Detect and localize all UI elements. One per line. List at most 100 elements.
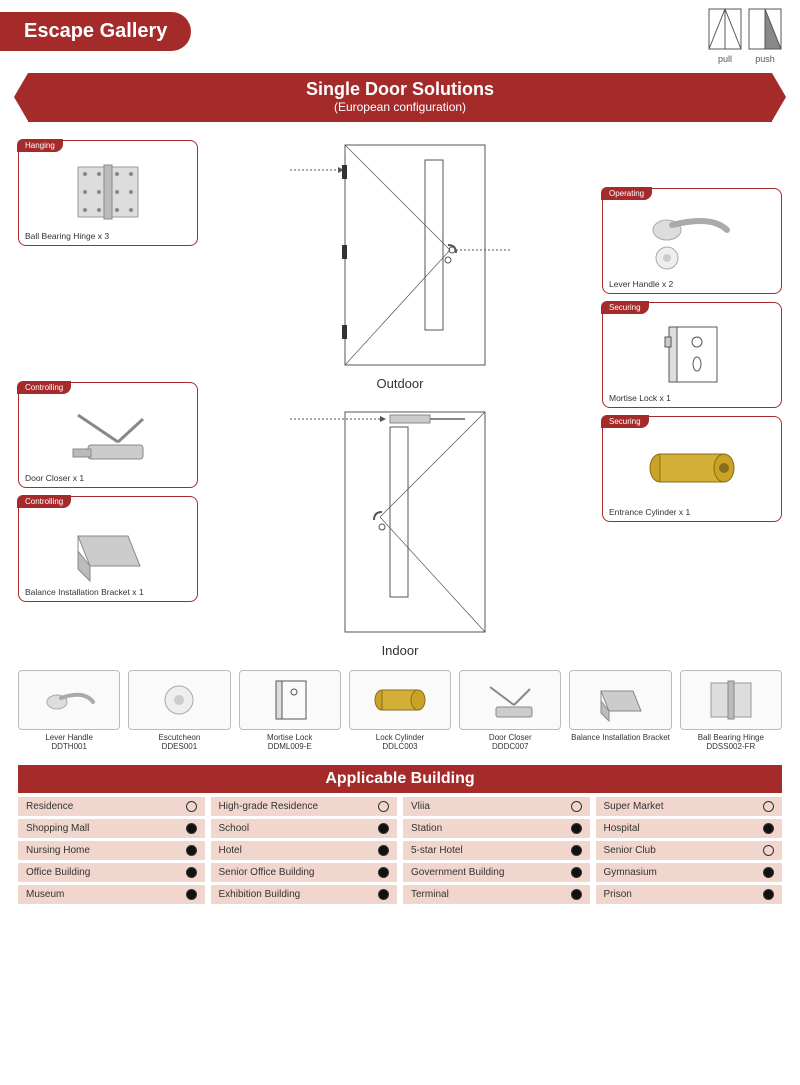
outdoor-label: Outdoor [377, 376, 424, 391]
card-tag: Operating [601, 187, 652, 200]
product-name: Lock Cylinder [349, 733, 451, 742]
applicable-dot [571, 801, 582, 812]
mortise-lock-icon [609, 319, 775, 389]
pull-label: pull [718, 54, 732, 64]
applicable-dot [571, 823, 582, 834]
product-code: DDTH001 [18, 742, 120, 751]
banner: Single Door Solutions (European configur… [28, 73, 772, 122]
applicable-name: Government Building [411, 867, 504, 878]
product-icon [569, 670, 671, 730]
card-label: Lever Handle x 2 [609, 279, 775, 289]
applicable-cell: Office Building [18, 863, 205, 882]
card-label: Mortise Lock x 1 [609, 393, 775, 403]
applicable-grid: Residence High-grade Residence Vliia Super … [18, 797, 782, 904]
applicable-section: Applicable Building Residence High-grade … [18, 765, 782, 904]
product-name: Balance Installation Bracket [569, 733, 671, 742]
applicable-name: High-grade Residence [219, 801, 319, 812]
product-icon [459, 670, 561, 730]
banner-title: Single Door Solutions [28, 79, 772, 100]
applicable-dot [186, 845, 197, 856]
product-icon [128, 670, 230, 730]
applicable-cell: Vliia [403, 797, 590, 816]
applicable-name: Office Building [26, 867, 90, 878]
applicable-dot [763, 867, 774, 878]
applicable-name: Station [411, 823, 442, 834]
card-label: Entrance Cylinder x 1 [609, 507, 775, 517]
diagram: Hanging Ball Bearing Hinge x 3 Controlli… [18, 140, 782, 658]
product-name: Lever Handle [18, 733, 120, 742]
product-name: Door Closer [459, 733, 561, 742]
product-code: DDLC003 [349, 742, 451, 751]
door-direction-icons: pull push [708, 8, 782, 65]
applicable-dot [763, 845, 774, 856]
product-name: Escutcheon [128, 733, 230, 742]
applicable-dot [186, 867, 197, 878]
applicable-dot [186, 801, 197, 812]
page-title: Escape Gallery [0, 12, 191, 51]
applicable-cell: Government Building [403, 863, 590, 882]
card-tag: Securing [601, 415, 649, 428]
banner-subtitle: (European configuration) [28, 100, 772, 114]
pull-door-icon [708, 8, 742, 54]
card-tag: Controlling [17, 381, 71, 394]
card-label: Door Closer x 1 [25, 473, 191, 483]
applicable-cell: Gymnasium [596, 863, 783, 882]
applicable-cell: Terminal [403, 885, 590, 904]
product-item: Lock CylinderDDLC003 [349, 670, 451, 751]
applicable-name: Terminal [411, 889, 449, 900]
applicable-name: School [219, 823, 250, 834]
applicable-dot [763, 823, 774, 834]
product-code: DDSS002-FR [680, 742, 782, 751]
card-securing-lock: Securing Mortise Lock x 1 [602, 302, 782, 408]
applicable-cell: Exhibition Building [211, 885, 398, 904]
outdoor-door-drawing [290, 140, 510, 370]
product-icon [239, 670, 341, 730]
card-operating: Operating Lever Handle x 2 [602, 188, 782, 294]
product-icon [680, 670, 782, 730]
applicable-cell: Shopping Mall [18, 819, 205, 838]
applicable-name: Vliia [411, 801, 430, 812]
applicable-dot [186, 823, 197, 834]
applicable-header: Applicable Building [18, 765, 782, 793]
applicable-cell: School [211, 819, 398, 838]
applicable-cell: Nursing Home [18, 841, 205, 860]
applicable-dot [571, 845, 582, 856]
applicable-name: Residence [26, 801, 73, 812]
applicable-name: Senior Office Building [219, 867, 315, 878]
product-code: DDML009-E [239, 742, 341, 751]
bracket-icon [25, 513, 191, 583]
card-label: Balance Installation Bracket x 1 [25, 587, 191, 597]
push-door-icon [748, 8, 782, 54]
applicable-cell: Prison [596, 885, 783, 904]
applicable-cell: Senior Club [596, 841, 783, 860]
applicable-cell: Museum [18, 885, 205, 904]
applicable-cell: Super Market [596, 797, 783, 816]
product-icon [18, 670, 120, 730]
product-item: Mortise LockDDML009-E [239, 670, 341, 751]
applicable-dot [571, 867, 582, 878]
product-row: Lever HandleDDTH001 EscutcheonDDES001Mort… [18, 670, 782, 751]
card-controlling-closer: Controlling Door Closer x 1 [18, 382, 198, 488]
applicable-dot [378, 889, 389, 900]
applicable-cell: High-grade Residence [211, 797, 398, 816]
hinge-icon [25, 157, 191, 227]
applicable-name: Senior Club [604, 845, 656, 856]
applicable-dot [378, 867, 389, 878]
applicable-cell: Station [403, 819, 590, 838]
product-item: Balance Installation Bracket [569, 670, 671, 751]
product-name: Ball Bearing Hinge [680, 733, 782, 742]
applicable-dot [378, 801, 389, 812]
applicable-name: Hotel [219, 845, 242, 856]
applicable-dot [378, 823, 389, 834]
indoor-door-drawing [290, 407, 510, 637]
header: Escape Gallery pull push [18, 12, 782, 65]
applicable-dot [763, 801, 774, 812]
card-tag: Hanging [17, 139, 63, 152]
cylinder-icon [609, 433, 775, 503]
card-controlling-bracket: Controlling Balance Installation Bracket… [18, 496, 198, 602]
applicable-cell: 5-star Hotel [403, 841, 590, 860]
push-label: push [755, 54, 775, 64]
product-item: EscutcheonDDES001 [128, 670, 230, 751]
indoor-label: Indoor [382, 643, 419, 658]
applicable-name: 5-star Hotel [411, 845, 463, 856]
